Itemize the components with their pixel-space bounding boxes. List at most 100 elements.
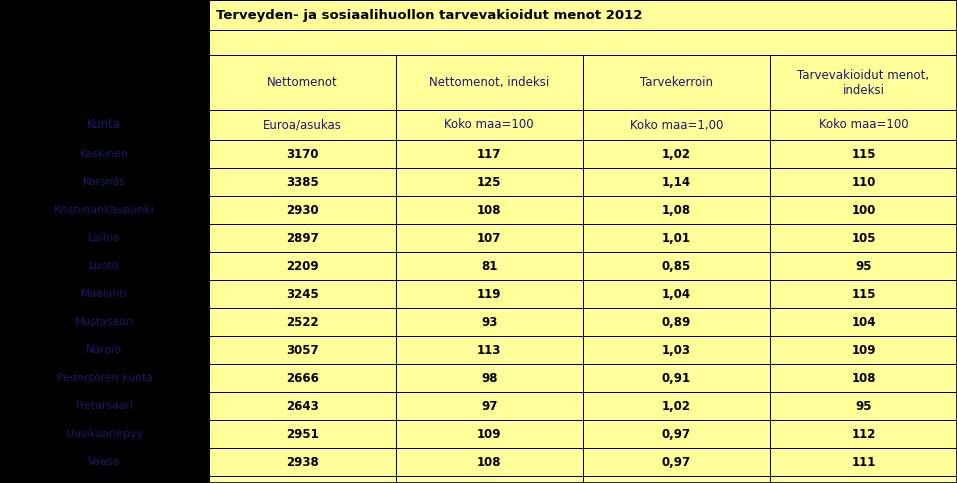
Bar (583, 364, 770, 392)
Bar (209, 168, 396, 196)
Bar (209, 308, 396, 336)
Text: Tarvevakioidut menot,
indeksi: Tarvevakioidut menot, indeksi (797, 69, 929, 97)
Text: 119: 119 (477, 287, 501, 300)
Bar (583, 140, 770, 168)
Bar (396, 168, 583, 196)
Bar (583, 476, 770, 483)
Text: 1,08: 1,08 (662, 203, 691, 216)
Bar (396, 55, 583, 110)
Bar (583, 196, 770, 224)
Bar (396, 476, 583, 483)
Text: 111: 111 (852, 455, 876, 469)
Text: 2897: 2897 (286, 231, 319, 244)
Bar (396, 280, 583, 308)
Text: Koko maa=1,00: Koko maa=1,00 (630, 118, 723, 131)
Text: 108: 108 (477, 203, 501, 216)
Text: Kunta: Kunta (87, 118, 122, 131)
Text: Mustasaari: Mustasaari (75, 317, 134, 327)
Text: 0,97: 0,97 (662, 455, 691, 469)
Text: 0,97: 0,97 (662, 427, 691, 440)
Bar (209, 140, 396, 168)
Text: 2938: 2938 (286, 455, 319, 469)
Bar (0, 110, 209, 140)
Bar (769, 140, 957, 168)
Bar (209, 420, 396, 448)
Text: 1,01: 1,01 (662, 231, 691, 244)
Text: Euroa/asukas: Euroa/asukas (263, 118, 342, 131)
Text: 2930: 2930 (286, 203, 319, 216)
Text: 125: 125 (477, 175, 501, 188)
Bar (0, 476, 209, 483)
Bar (396, 448, 583, 476)
Bar (0, 168, 209, 196)
Text: 3245: 3245 (286, 287, 319, 300)
Text: 0,91: 0,91 (662, 371, 691, 384)
Text: 2643: 2643 (286, 399, 319, 412)
Bar (583, 308, 770, 336)
Text: 107: 107 (478, 231, 501, 244)
Bar (0, 308, 209, 336)
Bar (769, 448, 957, 476)
Text: 100: 100 (852, 203, 876, 216)
Text: 1,02: 1,02 (662, 147, 691, 160)
Bar (396, 392, 583, 420)
Bar (209, 448, 396, 476)
Bar (209, 55, 396, 110)
Text: 2666: 2666 (286, 371, 319, 384)
Text: 0,85: 0,85 (661, 259, 691, 272)
Bar (0, 392, 209, 420)
Bar (0, 280, 209, 308)
Bar (0, 252, 209, 280)
Bar (209, 224, 396, 252)
Bar (583, 280, 770, 308)
Text: Luoto: Luoto (89, 261, 120, 271)
Bar (583, 336, 770, 364)
Bar (396, 110, 583, 140)
Bar (0, 448, 209, 476)
Bar (0, 364, 209, 392)
Bar (769, 280, 957, 308)
Bar (396, 420, 583, 448)
Bar (0, 140, 209, 168)
Bar (209, 0, 957, 30)
Text: 104: 104 (851, 315, 876, 328)
Text: Närpiö: Närpiö (86, 345, 122, 355)
Bar (769, 252, 957, 280)
Text: 105: 105 (851, 231, 876, 244)
Bar (769, 308, 957, 336)
Bar (209, 476, 396, 483)
Bar (396, 308, 583, 336)
Text: 0,89: 0,89 (661, 315, 691, 328)
Text: 95: 95 (856, 399, 872, 412)
Bar (583, 420, 770, 448)
Text: 98: 98 (481, 371, 498, 384)
Text: Laihia: Laihia (88, 233, 121, 243)
Bar (0, 420, 209, 448)
Bar (209, 110, 396, 140)
Text: Kristiinankaupunki: Kristiinankaupunki (54, 205, 155, 215)
Bar (769, 110, 957, 140)
Bar (209, 30, 957, 55)
Bar (396, 336, 583, 364)
Bar (769, 224, 957, 252)
Bar (209, 196, 396, 224)
Text: Uusikaarlepyy: Uusikaarlepyy (66, 429, 143, 439)
Bar (396, 252, 583, 280)
Bar (583, 224, 770, 252)
Text: 2209: 2209 (286, 259, 319, 272)
Bar (769, 55, 957, 110)
Bar (769, 196, 957, 224)
Text: 113: 113 (478, 343, 501, 356)
Text: 1,04: 1,04 (662, 287, 691, 300)
Bar (583, 448, 770, 476)
Text: 109: 109 (851, 343, 876, 356)
Text: 97: 97 (481, 399, 498, 412)
Bar (396, 364, 583, 392)
Bar (209, 392, 396, 420)
Bar (769, 336, 957, 364)
Bar (0, 55, 209, 110)
Text: Kaskinen: Kaskinen (79, 149, 129, 159)
Text: 115: 115 (851, 147, 876, 160)
Bar (0, 224, 209, 252)
Text: 1,02: 1,02 (662, 399, 691, 412)
